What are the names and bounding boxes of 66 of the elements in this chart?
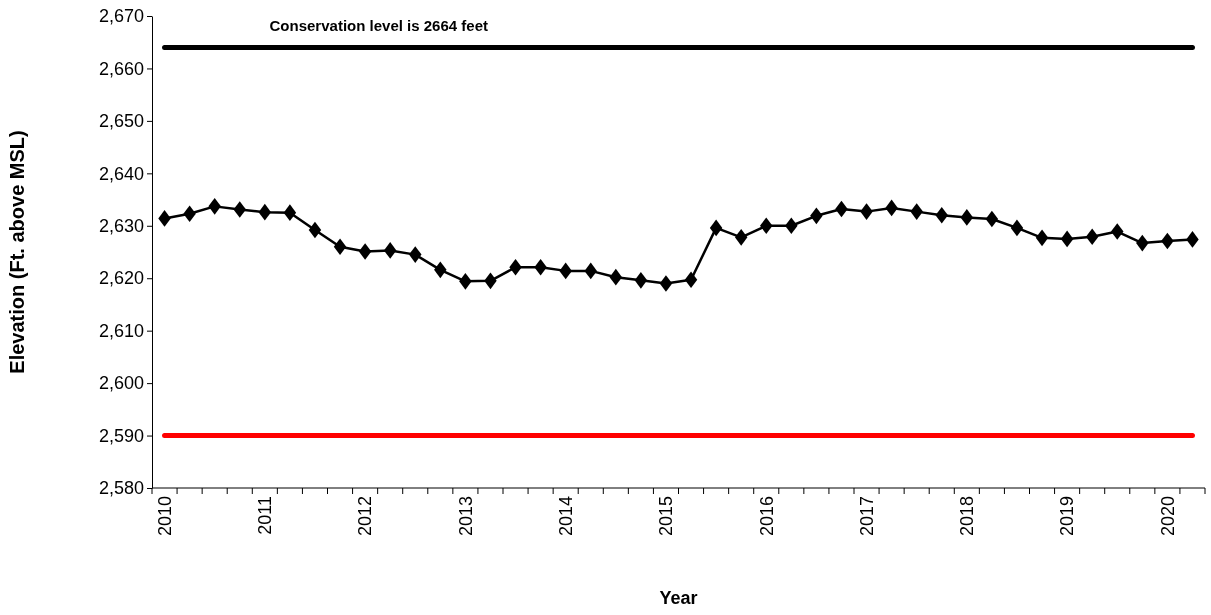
point: [960, 209, 974, 226]
point: [1136, 234, 1149, 252]
y-tick-label: 2,640: [98, 163, 144, 184]
x-tick-label: 2013: [455, 496, 476, 537]
point: [709, 219, 723, 237]
point: [459, 273, 472, 290]
point: [885, 199, 898, 217]
point: [684, 271, 698, 289]
point: [985, 210, 999, 228]
point: [509, 258, 522, 276]
point: [308, 221, 322, 239]
point: [734, 228, 748, 246]
point: [559, 262, 572, 280]
x-tick-label: 2017: [856, 496, 877, 537]
point: [760, 217, 773, 235]
x-tick-label: 2011: [255, 496, 276, 535]
point: [810, 207, 823, 225]
y-tick-label: 2,580: [98, 478, 144, 499]
point: [1186, 231, 1199, 248]
point: [383, 242, 397, 259]
x-tick-label: 2018: [957, 496, 978, 537]
y-tick-label: 2,620: [98, 268, 144, 289]
point: [785, 217, 798, 235]
y-tick-label: 2,600: [98, 373, 144, 394]
y-tick-label: 2,610: [98, 320, 144, 341]
y-tick-label: 2,670: [98, 6, 144, 27]
point: [935, 206, 948, 224]
y-tick-label: 2,590: [98, 425, 144, 446]
y-tick-label: 2,630: [98, 216, 144, 237]
point: [233, 201, 246, 218]
point: [835, 200, 848, 218]
point: [609, 268, 623, 286]
x-axis-title: Year: [659, 588, 698, 608]
point: [860, 203, 873, 220]
point: [534, 258, 547, 276]
point: [1161, 232, 1174, 250]
x-tick-label: 2010: [154, 496, 175, 537]
x-tick-label: 2015: [656, 496, 677, 537]
x-tick-label: 2019: [1057, 496, 1078, 537]
y-axis-title: Elevation (Ft. above MSL): [6, 130, 28, 374]
point: [1060, 230, 1074, 248]
point: [910, 203, 923, 220]
point: [258, 203, 272, 221]
y-tick-label: 2,660: [98, 58, 144, 79]
point: [634, 272, 648, 289]
point: [1111, 223, 1124, 240]
point: [659, 275, 673, 292]
point: [208, 198, 221, 215]
point: [283, 204, 297, 221]
point: [158, 210, 171, 227]
y-tick-label: 2,650: [98, 111, 144, 132]
point: [358, 243, 372, 260]
point: [183, 205, 196, 223]
x-tick-label: 2020: [1157, 496, 1178, 537]
point: [1010, 219, 1024, 237]
point: [584, 262, 597, 280]
point: [1085, 228, 1099, 246]
ref-line-label: Conservation level is 2664 feet: [269, 17, 488, 35]
point: [333, 238, 347, 256]
x-tick-label: 2016: [756, 496, 777, 537]
point: [409, 246, 422, 263]
point: [1035, 229, 1049, 247]
point: [434, 261, 447, 279]
x-tick-label: 2014: [555, 496, 576, 537]
x-tick-label: 2012: [355, 496, 376, 537]
point: [484, 272, 497, 290]
